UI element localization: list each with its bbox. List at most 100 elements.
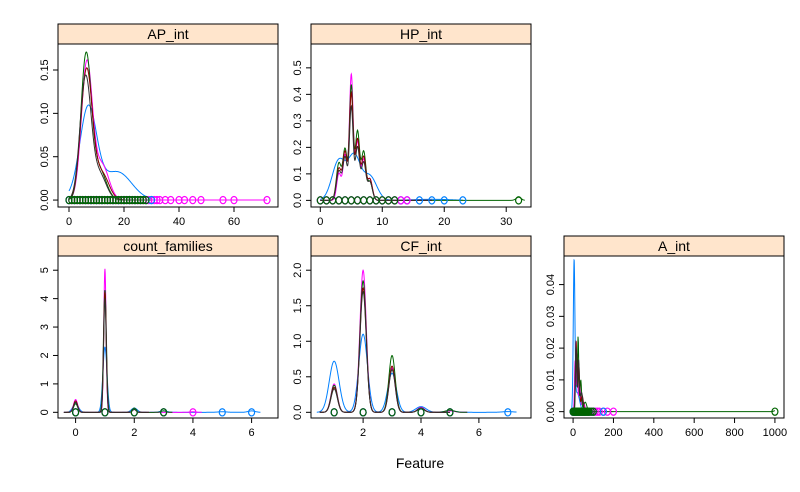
rug-point: [219, 195, 227, 205]
y-tick-label: 0.1: [292, 166, 304, 181]
y-tick-label: 0: [39, 409, 51, 415]
rug-point: [180, 195, 189, 205]
y-tick-label: 0.2: [292, 140, 304, 155]
density-line: [68, 51, 152, 201]
y-tick-label: 0.05: [39, 146, 51, 167]
x-tick-label: 10: [376, 216, 388, 228]
y-tick-label: 0.15: [39, 59, 51, 80]
panel-title: count_families: [123, 238, 213, 254]
rug-point: [440, 196, 448, 205]
x-tick-label: 4: [418, 427, 424, 439]
y-tick-label: 2: [39, 352, 51, 358]
density-line: [63, 297, 149, 413]
x-tick-label: 600: [685, 427, 703, 439]
plot-frame: [57, 255, 279, 419]
panel-title: CF_int: [400, 238, 441, 254]
plot-frame: [57, 43, 279, 208]
density-curves: [68, 51, 267, 201]
density-line: [319, 269, 468, 413]
rug-point: [160, 408, 168, 417]
x-tick-label: 6: [249, 427, 255, 439]
density-line: [63, 346, 261, 413]
y-tick-label: 3: [39, 324, 51, 330]
density-line: [63, 268, 202, 413]
x-tick-label: 1000: [763, 427, 787, 439]
panel-title: AP_int: [147, 26, 188, 42]
y-tick-label: 4: [39, 296, 51, 302]
density-curves: [569, 258, 775, 413]
x-tick-label: 30: [500, 216, 512, 228]
density-line: [319, 287, 450, 413]
rug-point: [459, 196, 467, 205]
x-tick-label: 0: [66, 216, 72, 228]
x-tick-label: 60: [228, 216, 240, 228]
y-tick-label: 0.02: [545, 337, 557, 358]
density-line: [68, 104, 152, 200]
density-line: [320, 152, 463, 201]
x-tick-label: 20: [438, 216, 450, 228]
rug-point: [388, 408, 396, 417]
rug-point: [263, 195, 271, 205]
x-tick-label: 4: [190, 427, 196, 439]
rug-point: [167, 195, 175, 205]
density-curves: [63, 268, 261, 413]
rug-point: [197, 195, 205, 205]
y-tick-label: 0.00: [39, 189, 51, 210]
density-curves: [320, 72, 525, 201]
y-tick-label: 0.00: [545, 401, 557, 422]
x-tick-label: 2: [360, 427, 366, 439]
plot-frame: [310, 255, 532, 419]
x-tick-label: 400: [645, 427, 663, 439]
rug-points: [330, 408, 512, 417]
y-tick-label: 0.3: [292, 113, 304, 128]
rug-point: [415, 196, 424, 205]
panel-count-families: count_families 0 2 4 6 0 1 2 3 4 5: [39, 235, 279, 439]
rug-point: [189, 408, 197, 417]
y-tick-label: 0.5: [292, 369, 304, 384]
rug-point: [71, 408, 80, 417]
x-tick-label: 200: [604, 427, 622, 439]
rug-point: [189, 195, 197, 205]
y-tick-label: 2.0: [292, 263, 304, 278]
density-line: [68, 74, 152, 201]
rug-point: [353, 196, 362, 205]
density-line: [63, 290, 173, 413]
rug-points: [65, 195, 271, 205]
rug-point: [403, 196, 411, 205]
y-tick-label: 0.4: [292, 87, 304, 102]
density-line: [320, 84, 525, 201]
rug-point: [330, 408, 338, 417]
density-line: [319, 279, 468, 413]
rug-point: [335, 196, 343, 205]
density-line: [68, 59, 267, 201]
x-tick-label: 40: [173, 216, 185, 228]
x-tick-label: 0: [317, 216, 323, 228]
density-line: [316, 333, 517, 413]
rug-point: [347, 196, 355, 205]
density-line: [320, 104, 432, 201]
y-tick-label: 5: [39, 267, 51, 273]
density-line: [319, 290, 450, 413]
y-tick-label: 0.10: [39, 103, 51, 124]
y-tick-label: 0.03: [545, 306, 557, 327]
y-tick-label: 0.5: [292, 60, 304, 75]
rug-point: [248, 408, 256, 417]
rug-point: [515, 196, 523, 205]
panel-ap-int: AP_int 0 20 40 60 0.00 0.05 0.10 0.15: [39, 23, 279, 228]
y-tick-label: 1.5: [292, 298, 304, 313]
density-curves: [316, 269, 517, 413]
rug-point: [391, 196, 399, 205]
panel-hp-int: HP_int 0 10 20 30 0.0 0.1 0.2 0.3 0.4 0.5: [292, 23, 532, 228]
rug-point: [130, 408, 138, 417]
rug-point: [599, 407, 607, 416]
panel-cf-int: CF_int 2 4 6 0.0 0.5 1.0 1.5 2.0: [292, 235, 532, 439]
rug-point: [504, 408, 512, 417]
y-tick-label: 0.0: [292, 193, 304, 208]
rug-point: [771, 407, 779, 416]
plot-frame: [310, 43, 532, 208]
x-tick-label: 0: [73, 427, 79, 439]
y-tick-label: 0.0: [292, 405, 304, 420]
rug-point: [341, 196, 349, 205]
y-tick-label: 0.04: [545, 274, 557, 295]
